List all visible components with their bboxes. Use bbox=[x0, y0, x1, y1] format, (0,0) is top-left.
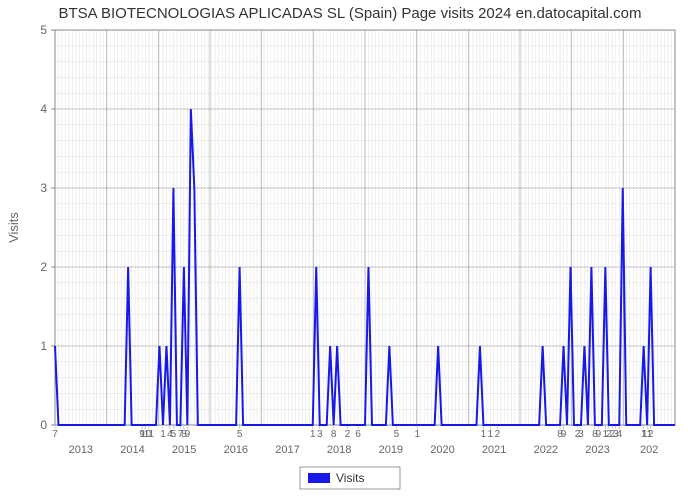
x-tick-label: 9 bbox=[596, 429, 602, 440]
y-axis-label: Visits bbox=[6, 212, 21, 243]
y-tick-label: 3 bbox=[40, 181, 47, 195]
x-tick-label: 11 bbox=[144, 429, 155, 440]
x-tick-label: 5 bbox=[237, 429, 243, 440]
page-visits-chart: 0123457910111457895138265111289238912234… bbox=[0, 0, 700, 500]
x-tick-label: 7 bbox=[52, 429, 58, 440]
x-tick-label: 6 bbox=[355, 429, 361, 440]
x-year-label: 2023 bbox=[585, 444, 609, 456]
x-year-label: 2021 bbox=[482, 444, 506, 456]
y-tick-label: 5 bbox=[40, 23, 47, 37]
y-tick-label: 1 bbox=[40, 339, 47, 353]
x-tick-label: 5 bbox=[394, 429, 400, 440]
x-year-label: 2013 bbox=[69, 444, 93, 456]
x-tick-label: 3 bbox=[317, 429, 323, 440]
x-tick-label: 9 bbox=[185, 429, 191, 440]
y-tick-label: 4 bbox=[40, 102, 47, 116]
x-year-label: 2019 bbox=[379, 444, 403, 456]
x-year-label: 2017 bbox=[275, 444, 299, 456]
x-tick-label: 1 bbox=[414, 429, 420, 440]
x-tick-label: 2 bbox=[345, 429, 351, 440]
x-year-label: 202 bbox=[640, 444, 658, 456]
x-tick-label: 1 bbox=[160, 429, 166, 440]
legend-label: Visits bbox=[336, 471, 364, 485]
chart-title: BTSA BIOTECNOLOGIAS APLICADAS SL (Spain)… bbox=[58, 5, 641, 22]
x-tick-label: 4 bbox=[616, 429, 622, 440]
x-tick-label: 8 bbox=[331, 429, 337, 440]
x-year-label: 2020 bbox=[430, 444, 454, 456]
x-tick-label: 1 bbox=[310, 429, 316, 440]
x-year-label: 2022 bbox=[534, 444, 558, 456]
x-tick-label: 5 bbox=[171, 429, 177, 440]
x-tick-label: 2 bbox=[648, 429, 654, 440]
x-tick-label: 9 bbox=[561, 429, 567, 440]
x-tick-label: 1 bbox=[481, 429, 487, 440]
x-tick-label: 3 bbox=[578, 429, 584, 440]
legend-swatch bbox=[308, 473, 330, 483]
y-tick-label: 2 bbox=[40, 260, 47, 274]
x-year-label: 2018 bbox=[327, 444, 351, 456]
x-tick-label: 2 bbox=[495, 429, 501, 440]
x-year-label: 2015 bbox=[172, 444, 196, 456]
x-year-label: 2016 bbox=[224, 444, 248, 456]
x-tick-label: 1 bbox=[488, 429, 494, 440]
x-year-label: 2014 bbox=[120, 444, 144, 456]
y-tick-label: 0 bbox=[40, 418, 47, 432]
